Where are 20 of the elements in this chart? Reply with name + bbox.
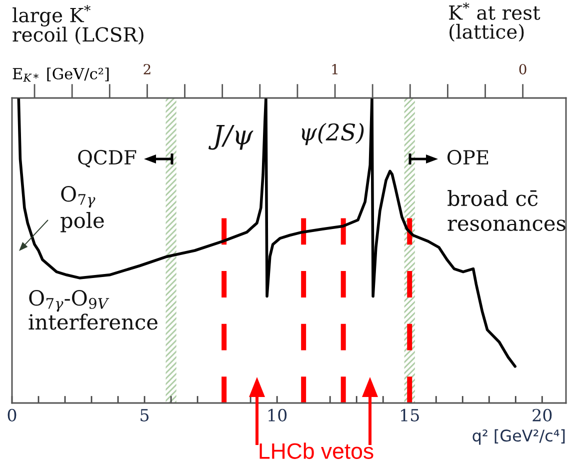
annotation: OPE [447,150,488,165]
annotation: O$_{7γ}$ pole [60,186,104,232]
x-tick-label: 5 [140,409,149,422]
text: K$^{*}$ at rest (lattice) [449,2,540,42]
text: LHCb vetos [260,442,374,459]
text: large K$^{*}$ recoil (LCSR) [12,5,144,45]
x-axis-title: q² [GeV²/c⁴] [472,429,565,445]
x2-tick-label: 0 [519,64,526,74]
annotation: O$_{7γ}$-O$_{9V}$ interference [28,290,158,330]
annotation: QCDF [78,150,136,168]
annotation: broad cc̄ resonances [448,190,566,232]
x-tick-label: 10 [268,408,287,422]
x-tick-label: 15 [401,408,419,422]
x2-tick-label: 2 [144,64,150,74]
annotation: J/ψ [208,125,254,150]
annotation: ψ(2S) [302,122,364,146]
x2-tick-label: 1 [332,64,338,74]
x-tick-label: 20 [532,408,552,422]
x2-axis-title: E$_{K*}$ [GeV/c²] [12,68,109,82]
x-tick-label: 0 [8,408,16,422]
